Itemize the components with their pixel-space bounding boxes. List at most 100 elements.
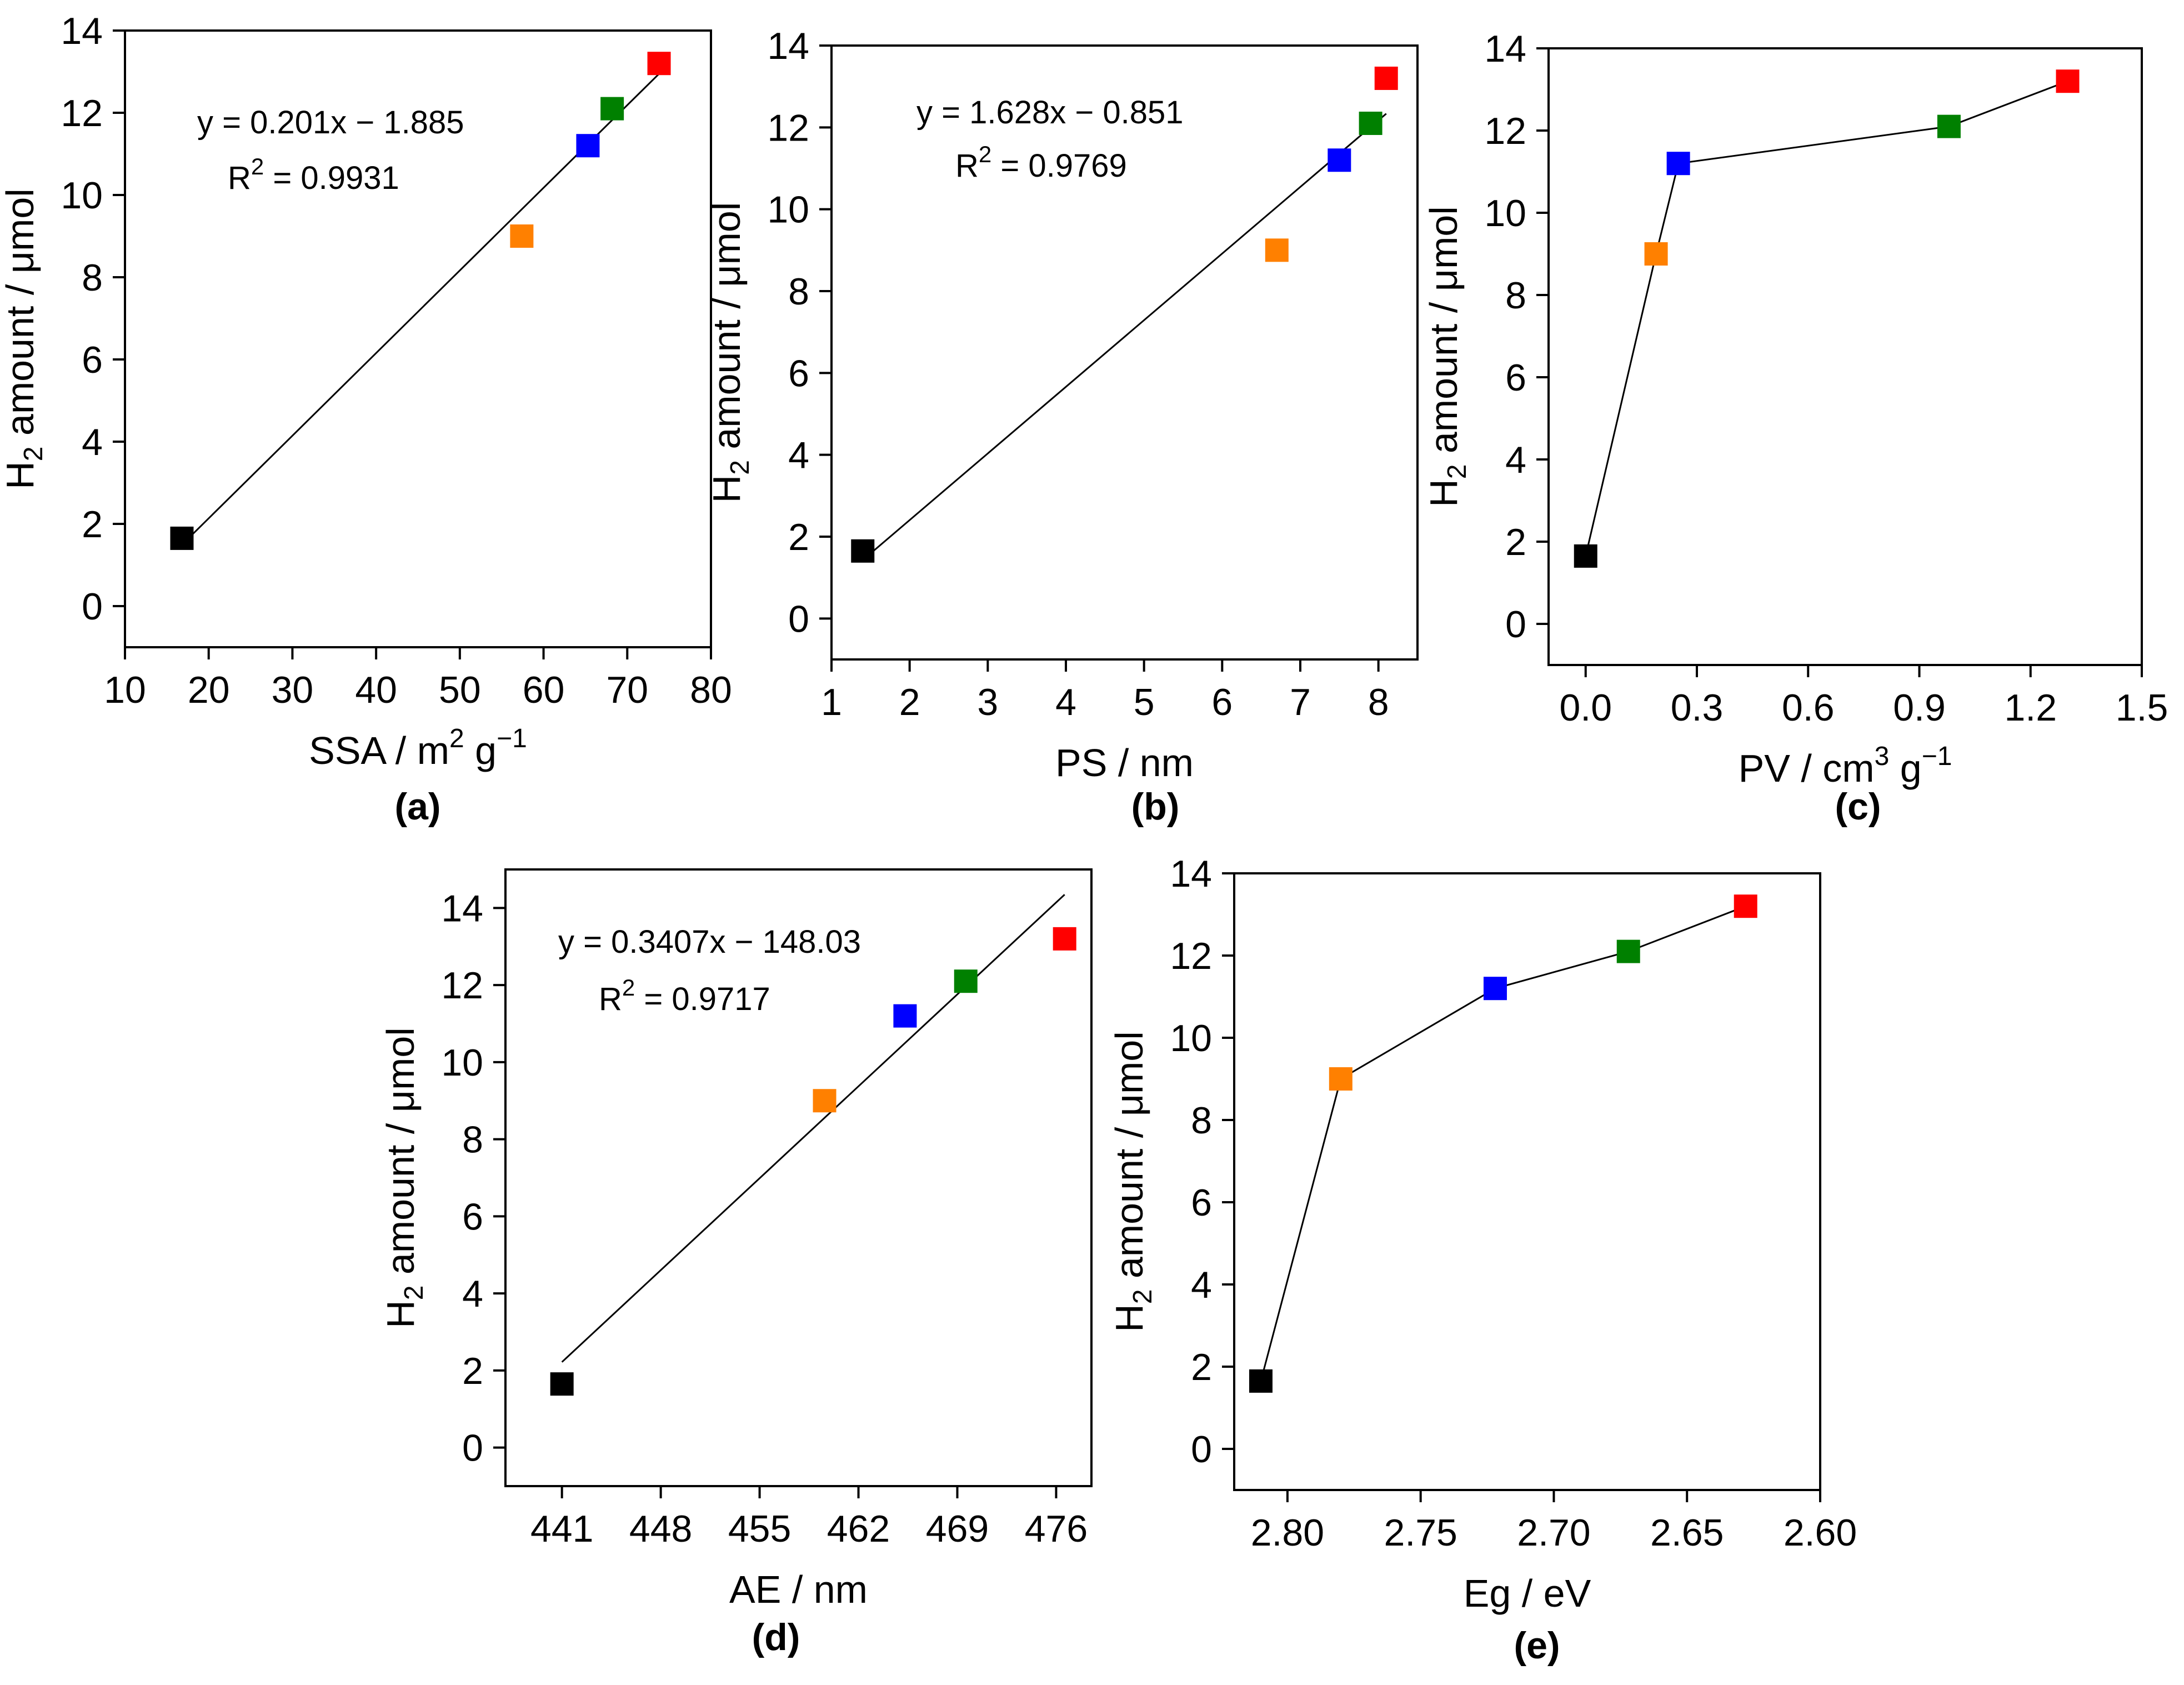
fit-equation: y = 1.628x − 0.851: [916, 94, 1183, 131]
x-tick-label: 10: [104, 669, 146, 711]
series-line: [1585, 80, 2068, 557]
data-point: [851, 539, 875, 563]
y-tick-label: 12: [1484, 110, 1526, 152]
data-point: [1249, 1369, 1273, 1393]
x-tick-label: 7: [1290, 681, 1311, 723]
plot-frame: [1233, 872, 1821, 1491]
x-tick-label: 3: [977, 681, 998, 723]
y-tick-label: 14: [441, 887, 483, 929]
y-tick-label: 10: [441, 1042, 483, 1084]
x-tick-label: 2.60: [1784, 1512, 1857, 1554]
plot-frame: [124, 29, 712, 648]
data-point: [550, 1372, 574, 1396]
data-point: [170, 526, 194, 550]
y-tick-label: 8: [462, 1119, 483, 1161]
fit-equation: y = 0.3407x − 148.03: [558, 924, 861, 960]
data-point: [576, 134, 600, 158]
x-tick-label: 455: [728, 1508, 791, 1550]
data-point: [1329, 1067, 1353, 1091]
data-point: [1616, 939, 1640, 963]
y-tick-label: 4: [462, 1273, 483, 1315]
y-tick-label: 6: [462, 1196, 483, 1238]
panel-c: 0 2 4 6 8 10 12 14 0.0 0.3 0.6 0.9 1.2 1.5 H2 amount /…: [1422, 28, 2168, 828]
y-tick-label: 4: [1505, 439, 1526, 481]
y-axis-title: H2 amount / μmol: [0, 188, 48, 489]
x-axis-title: PS / nm: [1055, 741, 1194, 784]
y-tick-label: 8: [82, 257, 103, 299]
data-point: [813, 1089, 836, 1113]
data-point: [1053, 927, 1076, 951]
y-tick-label: 6: [1505, 357, 1526, 399]
data-point: [2056, 69, 2080, 93]
y-tick-label: 14: [767, 25, 809, 67]
y-axis-title: H2 amount / μmol: [379, 1027, 429, 1328]
panel-label: (b): [1131, 786, 1180, 828]
x-tick-label: 40: [355, 669, 397, 711]
x-tick-label: 1.2: [2004, 687, 2057, 729]
y-axis-title: H2 amount / μmol: [1422, 206, 1472, 507]
y-tick-label: 0: [462, 1427, 483, 1469]
y-tick-label: 10: [767, 189, 809, 231]
x-tick-label: 0.9: [1893, 687, 1946, 729]
data-point: [1359, 111, 1382, 135]
x-tick-label: 6: [1211, 681, 1233, 723]
y-tick-label: 10: [61, 174, 103, 217]
r-squared: R2 = 0.9931: [228, 153, 399, 196]
panel-a: 0 2 4 6 8 10 12 14 10 20 30 40 50 60 70 80 H2 amount / μ…: [0, 10, 732, 828]
x-tick-label: 30: [272, 669, 314, 711]
r-squared: R2 = 0.9769: [955, 141, 1127, 184]
data-point: [1328, 148, 1351, 172]
y-tick-label: 4: [82, 421, 103, 463]
x-axis-title: Eg / eV: [1464, 1572, 1591, 1615]
y-tick-label: 6: [788, 352, 809, 394]
x-tick-label: 441: [530, 1508, 593, 1550]
y-tick-label: 2: [1505, 521, 1526, 563]
x-tick-label: 70: [606, 669, 648, 711]
y-axis-title: H2 amount / μmol: [1108, 1031, 1158, 1332]
y-tick-label: 8: [1505, 274, 1526, 317]
y-tick-label: 8: [788, 271, 809, 313]
x-tick-label: 469: [926, 1508, 989, 1550]
data-point: [600, 97, 624, 121]
plot-frame: [830, 44, 1419, 661]
data-point: [1734, 894, 1757, 918]
y-tick-label: 12: [1170, 935, 1212, 977]
x-tick-label: 20: [188, 669, 230, 711]
y-tick-label: 0: [788, 598, 809, 640]
x-axis-title: AE / nm: [729, 1568, 868, 1611]
y-tick-label: 14: [1484, 28, 1526, 70]
data-point: [1574, 544, 1597, 568]
x-tick-label: 2.70: [1517, 1512, 1590, 1554]
x-tick-label: 2: [899, 681, 920, 723]
x-tick-label: 8: [1368, 681, 1389, 723]
y-tick-label: 4: [788, 434, 809, 477]
data-point: [1666, 152, 1690, 176]
y-tick-label: 6: [1191, 1182, 1212, 1224]
data-point: [1937, 114, 1961, 138]
panel-e: 0 2 4 6 8 10 12 14 2.80 2.75 2.70 2.65 2.60 H2 amount…: [1108, 853, 1857, 1667]
y-tick-label: 2: [462, 1350, 483, 1392]
x-tick-label: 0.6: [1782, 687, 1835, 729]
panel-d: 0 2 4 6 8 10 12 14 441 448 455 462 469 476 H2 amount /…: [379, 868, 1093, 1658]
x-tick-label: 1: [821, 681, 842, 723]
data-point: [1374, 66, 1398, 90]
x-tick-label: 4: [1055, 681, 1076, 723]
data-point: [893, 1004, 917, 1028]
data-point: [954, 969, 978, 993]
data-point: [1265, 238, 1289, 262]
data-point: [1644, 242, 1668, 266]
x-tick-label: 0.0: [1559, 687, 1612, 729]
y-tick-label: 12: [61, 92, 103, 134]
y-axis-title: H2 amount / μmol: [705, 202, 755, 503]
y-tick-label: 0: [1191, 1428, 1212, 1471]
y-tick-label: 4: [1191, 1264, 1212, 1306]
x-tick-label: 462: [827, 1508, 890, 1550]
x-tick-label: 0.3: [1671, 687, 1724, 729]
x-tick-label: 476: [1025, 1508, 1088, 1550]
data-point: [647, 52, 671, 76]
data-point: [510, 224, 534, 248]
panel-label: (a): [394, 786, 440, 828]
y-tick-label: 2: [788, 516, 809, 558]
